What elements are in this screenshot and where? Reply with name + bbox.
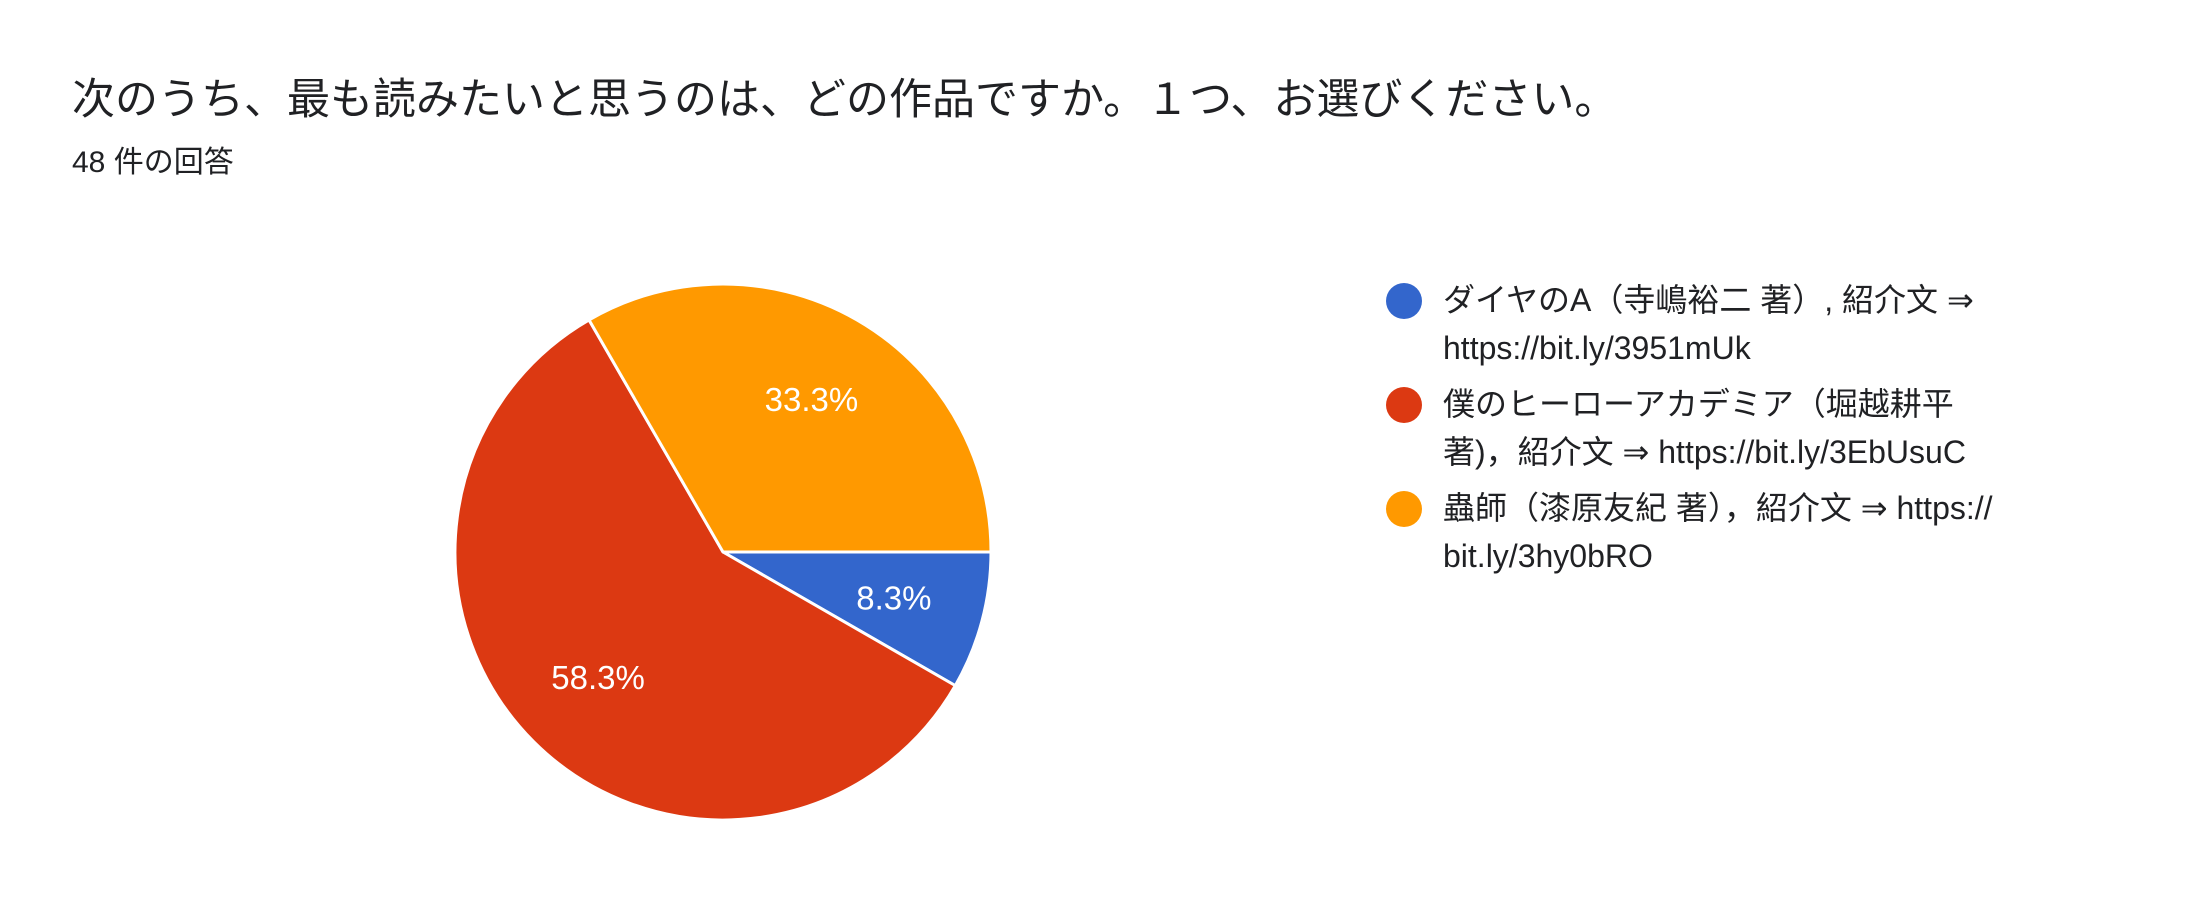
pie-slice[interactable] [721, 550, 993, 688]
legend-item[interactable]: 蟲師（漆原友紀 著），紹介文 ⇒ https:// bit.ly/3hy0bRO [1386, 484, 2126, 580]
legend-label-line: 蟲師（漆原友紀 著），紹介文 ⇒ https:// [1443, 490, 1993, 526]
legend-label-line: 著)，紹介文 ⇒ https://bit.ly/3EbUsuC [1443, 434, 1966, 470]
slice-percent-label: 33.3% [765, 381, 859, 418]
legend-label-line: ダイヤのA（寺嶋裕二 著）, 紹介文 ⇒ [1443, 282, 1974, 318]
slice-percent-label: 58.3% [551, 659, 645, 696]
pie-chart-svg: 8.3% 58.3% 33.3% [453, 282, 993, 822]
legend-label: 僕のヒーローアカデミア（堀越耕平 著)，紹介文 ⇒ https://bit.ly… [1443, 380, 1966, 476]
legend-swatch-icon [1386, 491, 1422, 527]
legend-swatch-icon [1386, 283, 1422, 319]
response-count: 48 件の回答 [72, 146, 234, 179]
chart-legend: ダイヤのA（寺嶋裕二 著）, 紹介文 ⇒ https://bit.ly/3951… [1386, 276, 2126, 588]
pie-slice[interactable] [587, 282, 993, 554]
legend-item[interactable]: 僕のヒーローアカデミア（堀越耕平 著)，紹介文 ⇒ https://bit.ly… [1386, 380, 2126, 476]
legend-label-line: 僕のヒーローアカデミア（堀越耕平 [1443, 386, 1954, 422]
legend-label-line: https://bit.ly/3951mUk [1443, 330, 1751, 366]
legend-swatch-icon [1386, 387, 1422, 423]
legend-label: 蟲師（漆原友紀 著），紹介文 ⇒ https:// bit.ly/3hy0bRO [1443, 484, 1993, 580]
legend-label-line: bit.ly/3hy0bRO [1443, 538, 1653, 574]
pie-chart: 8.3% 58.3% 33.3% [453, 282, 993, 822]
legend-label: ダイヤのA（寺嶋裕二 著）, 紹介文 ⇒ https://bit.ly/3951… [1443, 276, 1974, 372]
pie-slice[interactable] [453, 318, 957, 822]
slice-percent-label: 8.3% [856, 580, 931, 617]
legend-item[interactable]: ダイヤのA（寺嶋裕二 著）, 紹介文 ⇒ https://bit.ly/3951… [1386, 276, 2126, 372]
question-title: 次のうち、最も読みたいと思うのは、どの作品ですか。１つ、お選びください。 [72, 76, 1618, 124]
